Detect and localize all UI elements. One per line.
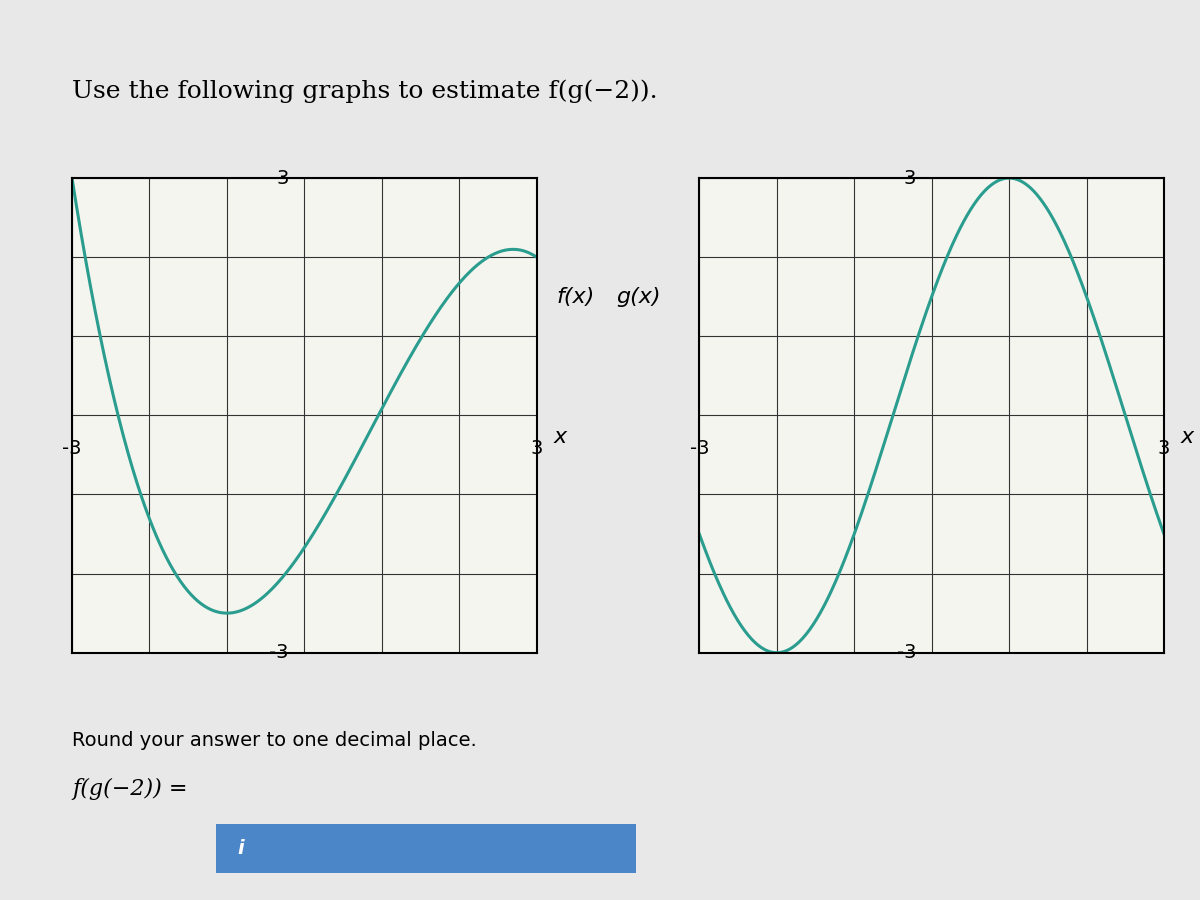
Text: -3: -3 [690, 439, 709, 458]
Text: g(x): g(x) [616, 287, 660, 307]
Text: -3: -3 [269, 644, 289, 662]
Text: f(x): f(x) [556, 287, 594, 307]
Text: 3: 3 [276, 168, 289, 187]
Text: 3: 3 [530, 439, 542, 458]
Text: x: x [553, 428, 566, 447]
Text: -3: -3 [896, 644, 916, 662]
Text: 3: 3 [904, 168, 916, 187]
Text: Use the following graphs to estimate f(g(−2)).: Use the following graphs to estimate f(g… [72, 79, 658, 103]
Text: f(g(−2)) =: f(g(−2)) = [72, 778, 187, 800]
Text: i: i [238, 839, 244, 858]
Text: Round your answer to one decimal place.: Round your answer to one decimal place. [72, 732, 476, 751]
Text: 3: 3 [1158, 439, 1170, 458]
Text: x: x [1181, 428, 1194, 447]
Text: -3: -3 [62, 439, 82, 458]
